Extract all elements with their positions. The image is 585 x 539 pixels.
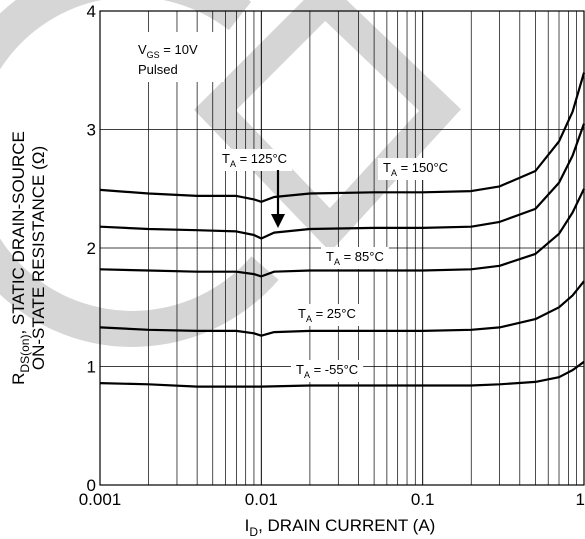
arrow-icon: [271, 170, 285, 228]
tick-labels: 0.001 0.01 0.1 1 0 1 2 3 4: [79, 2, 585, 509]
y-axis-label: RDS(on), STATIC DRAIN-SOURCE ON-STATE RE…: [9, 131, 48, 385]
plot-frame: [99, 10, 585, 486]
y-tick-label: 1: [87, 358, 96, 377]
y-axis-label-line2: ON-STATE RESISTANCE (Ω): [29, 146, 48, 370]
watermark: [0, 0, 461, 347]
series-line-2: [99, 188, 585, 278]
x-tick-label: 0.1: [411, 490, 435, 509]
y-tick-label: 2: [87, 239, 96, 258]
series-label-0: TA = 150°C: [378, 158, 454, 180]
svg-text:TA = 125°C: TA = 125°C: [222, 151, 287, 169]
y-axis-label-line1: RDS(on), STATIC DRAIN-SOURCE: [9, 131, 32, 385]
watermark-arc: [0, 0, 279, 347]
pulsed-condition-label: Pulsed: [138, 62, 178, 77]
series-label-4: TA = -55°C: [291, 360, 364, 382]
x-tick-label: 0.01: [245, 490, 278, 509]
series-label-1: TA = 125°C: [217, 149, 293, 171]
watermark-diamond: [194, 0, 461, 252]
series-line-3: [99, 280, 585, 337]
y-tick-label: 3: [87, 121, 96, 140]
series-line-0: [99, 72, 585, 203]
condition-box: [130, 32, 224, 82]
series-labels: TA = 150°C TA = 125°C TA = 85°C TA = 25°C TA…: [217, 149, 454, 382]
y-tick-label: 0: [87, 476, 96, 495]
vgs-condition-label: VGS = 10V: [138, 42, 198, 60]
svg-text:TA = 150°C: TA = 150°C: [383, 160, 448, 178]
svg-text:TA = 25°C: TA = 25°C: [298, 306, 356, 324]
x-axis-label: ID, DRAIN CURRENT (A): [245, 516, 436, 539]
svg-text:TA = 85°C: TA = 85°C: [326, 249, 384, 267]
series-label-3: TA = 25°C: [293, 304, 361, 326]
y-tick-label: 4: [87, 2, 96, 21]
series-label-2: TA = 85°C: [321, 247, 389, 269]
svg-text:TA = -55°C: TA = -55°C: [296, 362, 358, 380]
series-line-4: [99, 360, 585, 388]
series-lines: [99, 72, 585, 388]
x-tick-label: 1: [576, 490, 585, 509]
series-line-1: [99, 123, 585, 240]
x-tick-label: 0.001: [79, 490, 122, 509]
